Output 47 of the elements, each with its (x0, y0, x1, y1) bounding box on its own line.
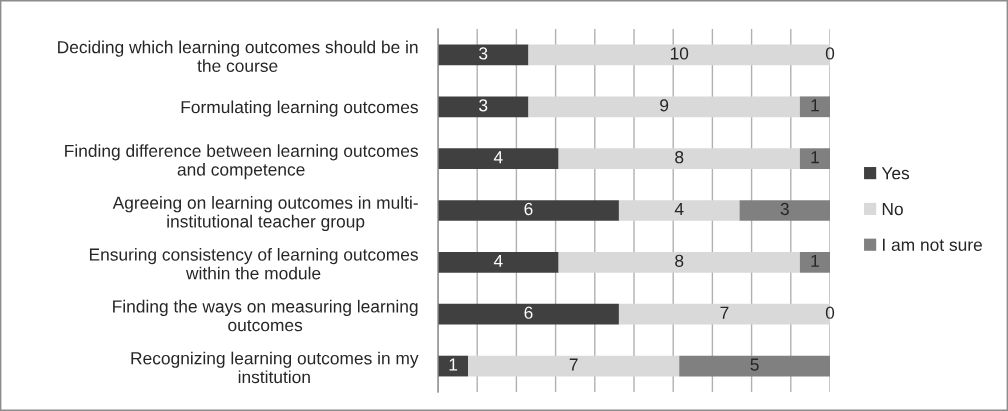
data-label: 4 (493, 254, 503, 267)
bar (438, 251, 559, 273)
legend-label: No (882, 203, 903, 216)
bar (438, 303, 619, 325)
data-label: 3 (479, 99, 488, 112)
bar (679, 355, 830, 377)
bar (558, 148, 800, 170)
data-label: 3 (479, 47, 488, 60)
y-tick-label: Formulating learning outcomes (181, 100, 418, 117)
bar (799, 251, 830, 273)
bar (438, 96, 529, 118)
y-tick-label: Ensuring consistency of learning outcomes within the module (89, 247, 418, 280)
data-label: 5 (750, 358, 759, 371)
bar (438, 148, 559, 170)
data-label: 6 (524, 202, 533, 216)
data-label: 7 (569, 358, 578, 371)
y-tick-label: Finding difference between learning outcomes and competence (65, 144, 418, 180)
data-label: 3 (780, 202, 789, 216)
data-label: 10 (670, 47, 689, 60)
bar (438, 44, 529, 66)
y-tick-label: Finding the ways on measuring learning outcomes (113, 299, 418, 332)
bar (528, 96, 800, 118)
data-label: 1 (449, 358, 458, 371)
data-label: 0 (825, 306, 835, 319)
data-label: 8 (675, 254, 684, 268)
bar (799, 96, 830, 118)
y-tick-label: Agreeing on learning outcomes in multi- institutional teacher group (112, 196, 418, 231)
data-label: 1 (811, 254, 819, 267)
bar (438, 200, 619, 221)
data-label: 4 (493, 151, 503, 164)
data-label: 1 (811, 151, 819, 164)
bar (739, 200, 830, 221)
data-label: 9 (660, 99, 669, 112)
y-tick-label: Deciding which learning outcomes should be in the course (58, 40, 418, 72)
legend-label: Yes (881, 167, 910, 180)
data-label: 1 (811, 99, 819, 112)
bar (558, 251, 800, 273)
bar (799, 148, 830, 170)
legend-label: I am not sure (883, 238, 982, 251)
bar (468, 355, 680, 377)
data-label: 8 (675, 151, 684, 164)
data-label: 4 (674, 203, 684, 215)
data-label: 6 (524, 306, 533, 319)
data-label: 7 (720, 306, 729, 319)
data-label: 0 (825, 47, 835, 60)
bar (618, 200, 740, 221)
y-tick-label: Recognizing learning outcomes in my institution (131, 351, 419, 384)
